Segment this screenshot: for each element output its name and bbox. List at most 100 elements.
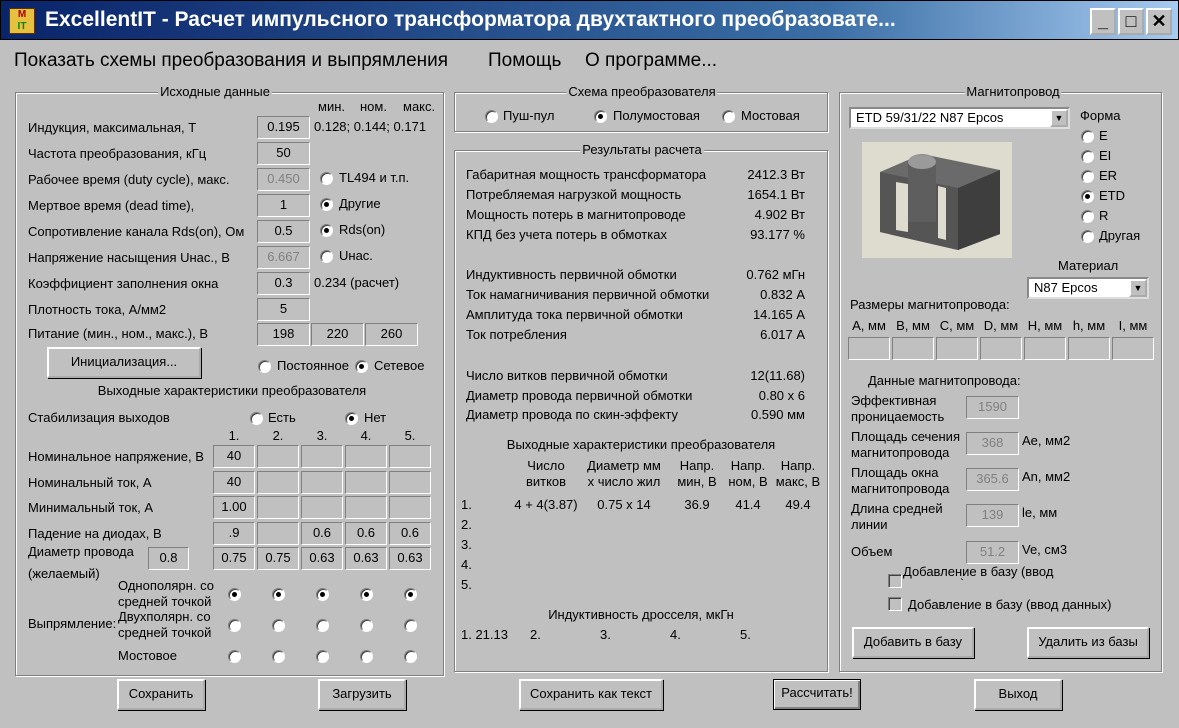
output-cell-input[interactable] xyxy=(257,470,299,494)
supply-nom-input[interactable]: 220 xyxy=(311,323,364,346)
menu-help[interactable]: Помощь xyxy=(488,50,562,71)
output-cell-input[interactable]: 40 xyxy=(213,470,255,494)
save-button[interactable]: Сохранить xyxy=(117,679,205,710)
wire-desired-input[interactable]: 0.8 xyxy=(148,547,189,570)
output-cell-input[interactable] xyxy=(301,445,343,468)
maximize-button[interactable]: □ xyxy=(1118,8,1144,35)
minimize-button[interactable]: _ xyxy=(1090,8,1116,35)
field-input[interactable]: 1 xyxy=(257,194,310,217)
exit-button[interactable]: Выход xyxy=(974,679,1062,710)
radio-stab-yes[interactable] xyxy=(250,412,263,425)
dim-input[interactable] xyxy=(1112,337,1154,360)
shape-radio[interactable] xyxy=(1081,230,1094,243)
rect-radio[interactable] xyxy=(228,619,241,632)
core-select[interactable]: ETD 59/31/22 N87 Epcos ▼ xyxy=(849,107,1070,129)
rect-radio[interactable] xyxy=(228,588,241,601)
output-cell-input[interactable] xyxy=(257,521,299,545)
shape-radio[interactable] xyxy=(1081,210,1094,223)
param-unit: An, мм2 xyxy=(1022,469,1071,484)
dim-input[interactable] xyxy=(936,337,978,360)
rect-radio[interactable] xyxy=(316,650,329,663)
radio-other[interactable] xyxy=(320,198,333,211)
field-input[interactable]: 50 xyxy=(257,142,310,165)
rect-radio[interactable] xyxy=(272,588,285,601)
output-cell-input[interactable] xyxy=(257,496,299,519)
output-cell-input[interactable] xyxy=(301,496,343,519)
output-cell-input[interactable]: 40 xyxy=(213,445,255,468)
output-cell-input[interactable] xyxy=(345,445,387,468)
field-input[interactable]: 0.3 xyxy=(257,272,310,295)
output-cell-input[interactable]: 0.6 xyxy=(301,521,343,545)
output-cell-input[interactable] xyxy=(345,470,387,494)
choke-value: 2. xyxy=(530,627,541,642)
shape-radio[interactable] xyxy=(1081,190,1094,203)
radio-push-pull[interactable] xyxy=(485,110,498,123)
rect-radio[interactable] xyxy=(228,650,241,663)
field-input[interactable]: 0.5 xyxy=(257,220,310,243)
rect-radio[interactable] xyxy=(360,650,373,663)
save-as-text-button[interactable]: Сохранить как текст xyxy=(519,679,663,710)
shape-radio[interactable] xyxy=(1081,150,1094,163)
output-cell-input[interactable] xyxy=(257,445,299,468)
output-cell-input[interactable]: 0.63 xyxy=(345,547,387,570)
checkbox-add-dims[interactable] xyxy=(888,574,902,588)
shape-radio[interactable] xyxy=(1081,170,1094,183)
calculate-button[interactable]: Рассчитать! xyxy=(773,679,861,710)
dim-input[interactable] xyxy=(848,337,890,360)
output-cell-input[interactable] xyxy=(345,496,387,519)
close-button[interactable]: ✕ xyxy=(1146,8,1172,35)
radio-dc[interactable] xyxy=(258,360,271,373)
add-to-db-button[interactable]: Добавить в базу xyxy=(852,627,974,658)
dim-input[interactable] xyxy=(980,337,1022,360)
title-bar[interactable]: M IT ExcellentIT - Расчет импульсного тра… xyxy=(0,0,1179,40)
radio-full-bridge-label: Мостовая xyxy=(741,108,800,123)
output-cell-input[interactable]: 0.63 xyxy=(301,547,343,570)
supply-max-input[interactable]: 260 xyxy=(365,323,418,346)
rect-radio[interactable] xyxy=(272,619,285,632)
rect-radio[interactable] xyxy=(404,588,417,601)
supply-min-input[interactable]: 198 xyxy=(257,323,310,346)
radio-mains[interactable] xyxy=(355,360,368,373)
radio-tl494[interactable] xyxy=(320,172,333,185)
load-button[interactable]: Загрузить xyxy=(318,679,406,710)
rect-radio[interactable] xyxy=(272,650,285,663)
output-cell-input[interactable] xyxy=(389,470,431,494)
dim-input[interactable] xyxy=(892,337,934,360)
rect-radio[interactable] xyxy=(360,619,373,632)
rect-radio[interactable] xyxy=(316,619,329,632)
output-cell-input[interactable]: 0.6 xyxy=(345,521,387,545)
output-cell-input[interactable]: 0.63 xyxy=(389,547,431,570)
chevron-down-icon[interactable]: ▼ xyxy=(1050,109,1068,127)
rect-radio[interactable] xyxy=(316,588,329,601)
init-button[interactable]: Инициализация... xyxy=(47,347,201,378)
output-cell-input[interactable]: 1.00 xyxy=(213,496,255,519)
chevron-down-icon[interactable]: ▼ xyxy=(1129,279,1147,297)
dim-input[interactable] xyxy=(1024,337,1066,360)
output-cell-input[interactable] xyxy=(389,445,431,468)
radio-stab-no[interactable] xyxy=(345,412,358,425)
field-input[interactable]: 5 xyxy=(257,298,310,321)
output-cell-input[interactable]: 0.6 xyxy=(389,521,431,545)
rect-radio[interactable] xyxy=(360,588,373,601)
radio-half-bridge[interactable] xyxy=(594,110,607,123)
remove-from-db-button[interactable]: Удалить из базы xyxy=(1027,627,1149,658)
dim-input[interactable] xyxy=(1068,337,1110,360)
material-select[interactable]: N87 Epcos ▼ xyxy=(1027,277,1149,299)
output-cell-input[interactable] xyxy=(389,496,431,519)
menu-show-schemes[interactable]: Показать схемы преобразования и выпрямле… xyxy=(14,50,449,71)
shape-radio[interactable] xyxy=(1081,130,1094,143)
rect-radio[interactable] xyxy=(404,619,417,632)
result-value: 14.165 А xyxy=(752,307,805,322)
checkbox-add-data[interactable] xyxy=(888,597,902,611)
output-cell-input[interactable]: 0.75 xyxy=(213,547,255,570)
menu-about[interactable]: О программе... xyxy=(585,50,718,71)
rect-radio[interactable] xyxy=(404,650,417,663)
radio-usat[interactable] xyxy=(320,250,333,263)
radio-rdson[interactable] xyxy=(320,224,333,237)
output-cell-input[interactable] xyxy=(301,470,343,494)
radio-full-bridge[interactable] xyxy=(722,110,735,123)
output-cell-input[interactable]: 0.75 xyxy=(257,547,299,570)
output-row-label: Минимальный ток, А xyxy=(28,500,154,515)
output-cell-input[interactable]: .9 xyxy=(213,521,255,545)
field-input[interactable]: 0.195 xyxy=(257,116,310,139)
